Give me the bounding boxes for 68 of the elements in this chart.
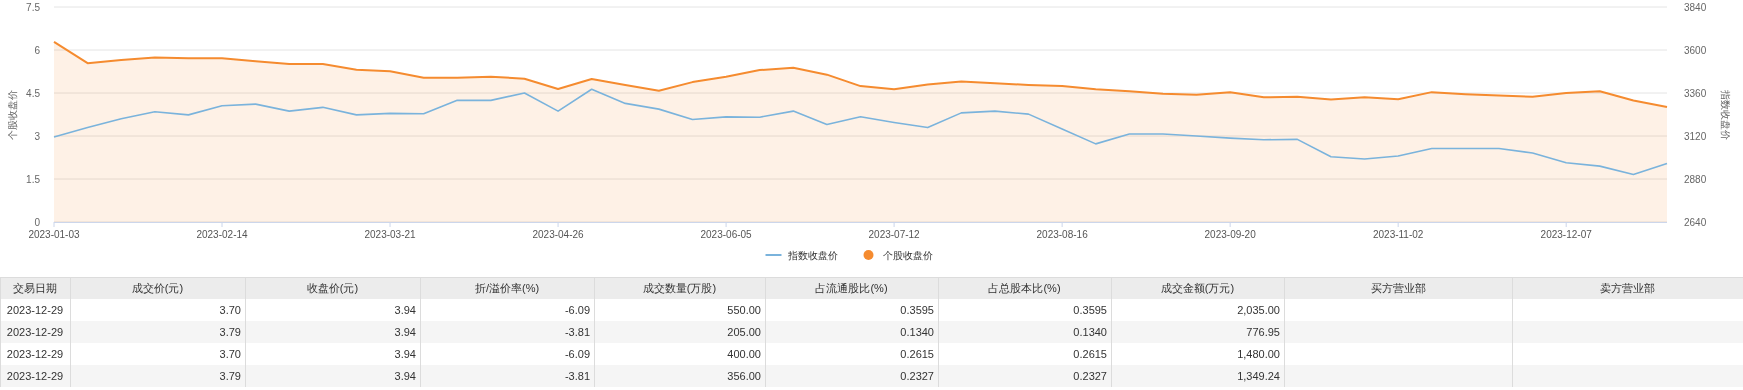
category-label: 卖方营业部 [1600, 282, 1655, 294]
x-tick-label: 2023-07-12 [868, 229, 921, 240]
text: 0.1340 [1073, 326, 1107, 338]
y2-tick-label: 3120 [1684, 130, 1707, 142]
x-tick-label: 2023-09-20 [1204, 229, 1257, 240]
text: 2023-12-29 [6, 326, 64, 338]
category-label: 成交数量(万股) [642, 282, 717, 294]
y-tick-label: 7.5 [26, 1, 41, 13]
category-label: 成交金额(万元) [1160, 282, 1235, 294]
text: 356.00 [727, 370, 761, 382]
y-tick-label: 3 [34, 130, 41, 142]
text: 3.70 [219, 348, 241, 360]
x-tick-label: 2023-04-26 [532, 229, 585, 240]
text: -6.09 [564, 348, 590, 360]
text: 0.3595 [900, 304, 934, 316]
category-label: 收盘价(元) [306, 282, 359, 294]
y2-axis-title: 指数收盘价 [1720, 88, 1731, 140]
text: 0.2327 [900, 370, 934, 382]
category-label: 折/溢价率(%) [474, 282, 540, 294]
x-tick-label: 2023-02-14 [196, 229, 249, 240]
text: 0.1340 [900, 326, 934, 338]
text: -3.81 [564, 370, 590, 382]
text: 3.94 [394, 304, 416, 316]
y2-tick-label: 2640 [1684, 216, 1707, 228]
text: 2023-12-29 [6, 370, 64, 382]
y2-tick-label: 2880 [1684, 173, 1707, 185]
text: 776.95 [1246, 326, 1280, 338]
y-tick-label: 4.5 [26, 87, 41, 99]
text: 400.00 [727, 348, 761, 360]
text: 0.2327 [1073, 370, 1107, 382]
x-tick-label: 2023-08-16 [1036, 229, 1089, 240]
x-tick-label: 2023-11-02 [1372, 229, 1424, 240]
text: -3.81 [564, 326, 590, 338]
y-tick-label: 6 [34, 44, 41, 56]
text: 1,349.24 [1237, 370, 1280, 382]
y2-tick-label: 3600 [1684, 44, 1707, 56]
category-label: 买方营业部 [1370, 282, 1426, 294]
y-tick-label: 1.5 [26, 173, 41, 185]
text: -6.09 [564, 304, 590, 316]
y2-tick-label: 3360 [1684, 87, 1707, 99]
text: 3.94 [394, 326, 416, 338]
text: 3.79 [219, 370, 241, 382]
category-label: 占流通股比(%) [815, 282, 888, 294]
x-tick-label: 2023-03-21 [364, 229, 417, 240]
legend-label: 指数收盘价 [786, 250, 838, 261]
text: 0.3595 [1073, 304, 1107, 316]
text: 2023-12-29 [6, 304, 64, 316]
text: 550.00 [727, 304, 761, 316]
text: 3.94 [394, 348, 416, 360]
y2-tick-label: 3840 [1684, 1, 1707, 13]
text: 1,480.00 [1237, 348, 1280, 360]
text: 0.2615 [900, 348, 934, 360]
category-label: 交易日期 [13, 282, 57, 294]
text: 2023-12-29 [6, 348, 64, 360]
text: 2,035.00 [1237, 304, 1280, 316]
x-tick-label: 2023-01-03 [28, 229, 81, 240]
x-tick-label: 2023-12-07 [1540, 229, 1593, 240]
x-tick-label: 2023-06-05 [700, 229, 753, 240]
text: 205.00 [727, 326, 761, 338]
text: 3.94 [394, 370, 416, 382]
y-tick-label: 0 [34, 216, 41, 228]
text: 3.79 [219, 326, 241, 338]
text: 0.2615 [1073, 348, 1107, 360]
y-axis-title: 个股收盘价 [7, 89, 18, 140]
category-label: 成交价(元) [131, 282, 184, 294]
legend-label: 个股收盘价 [882, 250, 933, 261]
category-label: 占总股本比(%) [988, 282, 1061, 294]
text: 3.70 [219, 304, 241, 316]
